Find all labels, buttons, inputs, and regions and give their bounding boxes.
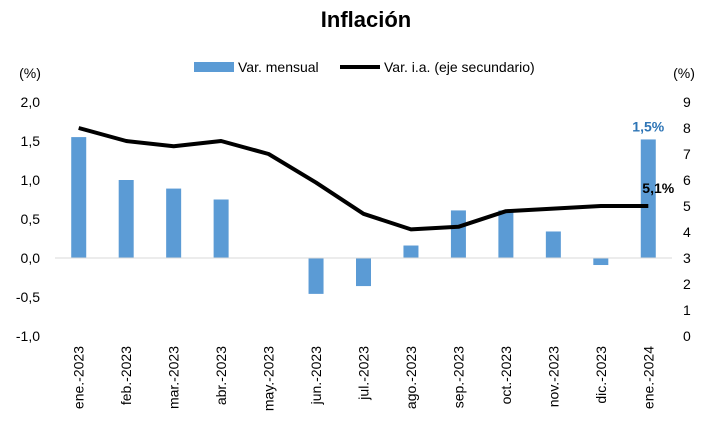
x-tick-label: ene.-2023 [71, 346, 87, 409]
x-tick-label: ago.-2023 [403, 346, 419, 409]
y-left-tick-label: 1,0 [21, 172, 41, 188]
legend-swatch-bar [194, 62, 234, 72]
x-tick-label: feb.-2023 [118, 346, 134, 405]
x-tick-label: may.-2023 [261, 346, 277, 411]
data-label: 5,1% [642, 180, 674, 196]
bar-ene.-2023 [71, 137, 86, 258]
legend-label-yoy: Var. i.a. (eje secundario) [384, 59, 535, 75]
x-tick-label: jun.-2023 [308, 346, 324, 406]
y-left-tick-label: 0,0 [21, 250, 41, 266]
y-right-tick-label: 3 [683, 250, 691, 266]
bar-oct.-2023 [498, 210, 513, 258]
x-axis: ene.-2023 feb.-2023 mar.-2023 abr.-2023 may.… [71, 346, 657, 411]
y-right-tick-label: 9 [683, 94, 691, 110]
data-label: 1,5% [632, 118, 664, 134]
y-left-tick-label: 1,5 [21, 133, 41, 149]
y-right-tick-label: 6 [683, 172, 691, 188]
yoy-line [79, 128, 649, 229]
legend-label-monthly: Var. mensual [238, 59, 319, 75]
x-tick-label: oct.-2023 [498, 346, 514, 405]
x-tick-label: ene.-2024 [640, 346, 656, 409]
bar-jun.-2023 [309, 258, 324, 294]
y-right-tick-label: 7 [683, 146, 691, 162]
y-axis-label-right: (%) [673, 65, 695, 81]
bar-dic.-2023 [593, 258, 608, 265]
legend: Var. mensual Var. i.a. (eje secundario) [194, 59, 535, 75]
chart-title: Inflación [321, 7, 411, 32]
y-left-tick-label: -0,5 [16, 289, 40, 305]
y-right-tick-label: 4 [683, 224, 691, 240]
y-axis-right: 9 8 7 6 5 4 3 2 1 0 [683, 94, 691, 344]
bar-mar.-2023 [166, 189, 181, 258]
x-tick-label: abr.-2023 [213, 346, 229, 405]
x-tick-label: dic.-2023 [593, 346, 609, 404]
y-axis-left: 2,0 1,5 1,0 0,5 0,0 -0,5 -1,0 [16, 94, 40, 344]
y-right-tick-label: 0 [683, 328, 691, 344]
y-right-tick-label: 1 [683, 302, 691, 318]
y-right-tick-label: 8 [683, 120, 691, 136]
line-series-yoy [79, 128, 649, 230]
y-right-tick-label: 5 [683, 198, 691, 214]
x-tick-label: jul.-2023 [356, 346, 372, 401]
x-tick-label: nov.-2023 [545, 346, 561, 407]
bar-ene.-2024 [641, 139, 656, 258]
bar-jul.-2023 [356, 258, 371, 286]
y-left-tick-label: 2,0 [21, 94, 41, 110]
x-tick-label: sep.-2023 [450, 346, 466, 408]
y-axis-label-left: (%) [19, 65, 41, 81]
bar-ago.-2023 [403, 246, 418, 258]
x-tick-label: mar.-2023 [166, 346, 182, 409]
bar-nov.-2023 [546, 231, 561, 258]
bar-feb.-2023 [119, 180, 134, 258]
bar-abr.-2023 [214, 200, 229, 259]
bar-sep.-2023 [451, 210, 466, 258]
y-left-tick-label: -1,0 [16, 328, 40, 344]
y-left-tick-label: 0,5 [21, 211, 41, 227]
y-right-tick-label: 2 [683, 276, 691, 292]
